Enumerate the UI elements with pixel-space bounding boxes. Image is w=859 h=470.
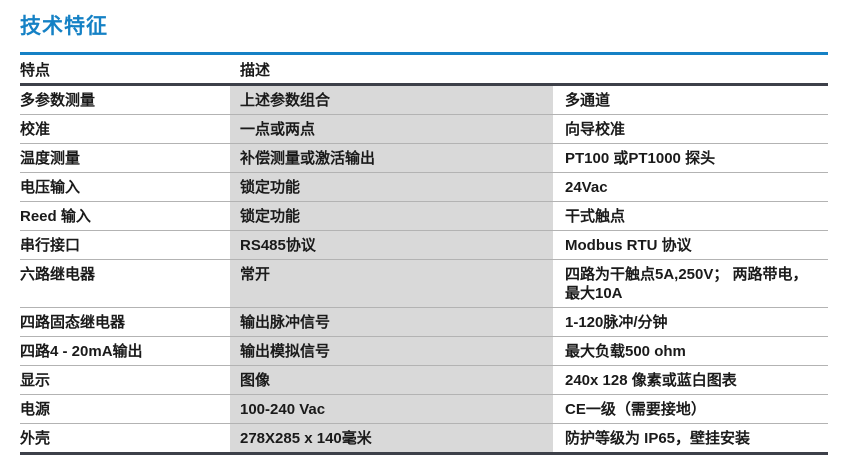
value-cell: 240x 128 像素或蓝白图表: [565, 372, 737, 389]
page: 技术特征 特点 描述 多参数测量 上述参数组合 多通道校准 一点或两点 向导校准温度测量…: [20, 15, 828, 455]
description-cell: 上述参数组合: [230, 86, 553, 114]
table-row: 四路固态继电器 输出脉冲信号 1-120脉冲/分钟: [20, 308, 828, 337]
feature-cell: 四路4 - 20mA输出: [20, 343, 143, 360]
value-cell: 干式触点: [565, 208, 626, 225]
value-cell: CE一级（需要接地）: [565, 401, 706, 418]
table-row: 多参数测量 上述参数组合 多通道: [20, 86, 828, 115]
value-cell: 多通道: [565, 92, 611, 109]
description-cell: 输出模拟信号: [230, 337, 553, 365]
feature-cell: 多参数测量: [20, 92, 96, 109]
description-cell: 278X285 x 140毫米: [230, 424, 553, 452]
value-cell: PT100 或PT1000 探头: [565, 150, 716, 167]
table-row: 温度测量 补偿测量或激活输出 PT100 或PT1000 探头: [20, 144, 828, 173]
page-title: 技术特征: [20, 15, 108, 38]
feature-cell: 温度测量: [20, 150, 81, 167]
feature-cell: 电源: [20, 401, 51, 418]
column-header-feature: 特点: [20, 62, 51, 79]
value-cell: Modbus RTU 协议: [565, 237, 692, 254]
description-cell: 图像: [230, 366, 553, 394]
table-row: 外壳 278X285 x 140毫米 防护等级为 IP65，壁挂安装: [20, 424, 828, 452]
table-row: 四路4 - 20mA输出 输出模拟信号 最大负载500 ohm: [20, 337, 828, 366]
description-cell: RS485协议: [230, 231, 553, 259]
description-cell: 锁定功能: [230, 202, 553, 230]
table-row: 显示 图像 240x 128 像素或蓝白图表: [20, 366, 828, 395]
table-row: 校准 一点或两点 向导校准: [20, 115, 828, 144]
description-cell: 锁定功能: [230, 173, 553, 201]
description-cell: 输出脉冲信号: [230, 308, 553, 336]
value-cell: 向导校准: [565, 121, 626, 138]
description-cell: 常开: [230, 260, 553, 307]
feature-cell: 校准: [20, 121, 51, 138]
table-row: Reed 输入 锁定功能 干式触点: [20, 202, 828, 231]
value-cell: 1-120脉冲/分钟: [565, 314, 668, 331]
feature-cell: 电压输入: [20, 179, 81, 196]
spec-table: 特点 描述 多参数测量 上述参数组合 多通道校准 一点或两点 向导校准温度测量 补偿测量或…: [20, 56, 828, 455]
value-cell: 防护等级为 IP65，壁挂安装: [565, 430, 751, 447]
table-body: 多参数测量 上述参数组合 多通道校准 一点或两点 向导校准温度测量 补偿测量或激活输出 PT…: [20, 86, 828, 452]
feature-cell: 外壳: [20, 430, 51, 447]
value-cell: 四路为干触点5A,250V； 两路带电， 最大10A: [565, 266, 808, 302]
table-row: 六路继电器 常开 四路为干触点5A,250V； 两路带电， 最大10A: [20, 260, 828, 308]
feature-cell: 四路固态继电器: [20, 314, 126, 331]
value-cell: 24Vac: [565, 179, 608, 196]
description-cell: 一点或两点: [230, 115, 553, 143]
description-cell: 100-240 Vac: [230, 395, 553, 423]
feature-cell: 串行接口: [20, 237, 81, 254]
feature-cell: 六路继电器: [20, 266, 96, 283]
feature-cell: Reed 输入: [20, 208, 91, 225]
feature-cell: 显示: [20, 372, 51, 389]
title-underline-rule: [20, 52, 828, 55]
table-header-row: 特点 描述: [20, 56, 828, 86]
value-cell: 最大负载500 ohm: [565, 343, 686, 360]
table-row: 电压输入 锁定功能 24Vac: [20, 173, 828, 202]
table-row: 电源 100-240 Vac CE一级（需要接地）: [20, 395, 828, 424]
table-row: 串行接口 RS485协议 Modbus RTU 协议: [20, 231, 828, 260]
column-header-description: 描述: [240, 62, 271, 79]
description-cell: 补偿测量或激活输出: [230, 144, 553, 172]
